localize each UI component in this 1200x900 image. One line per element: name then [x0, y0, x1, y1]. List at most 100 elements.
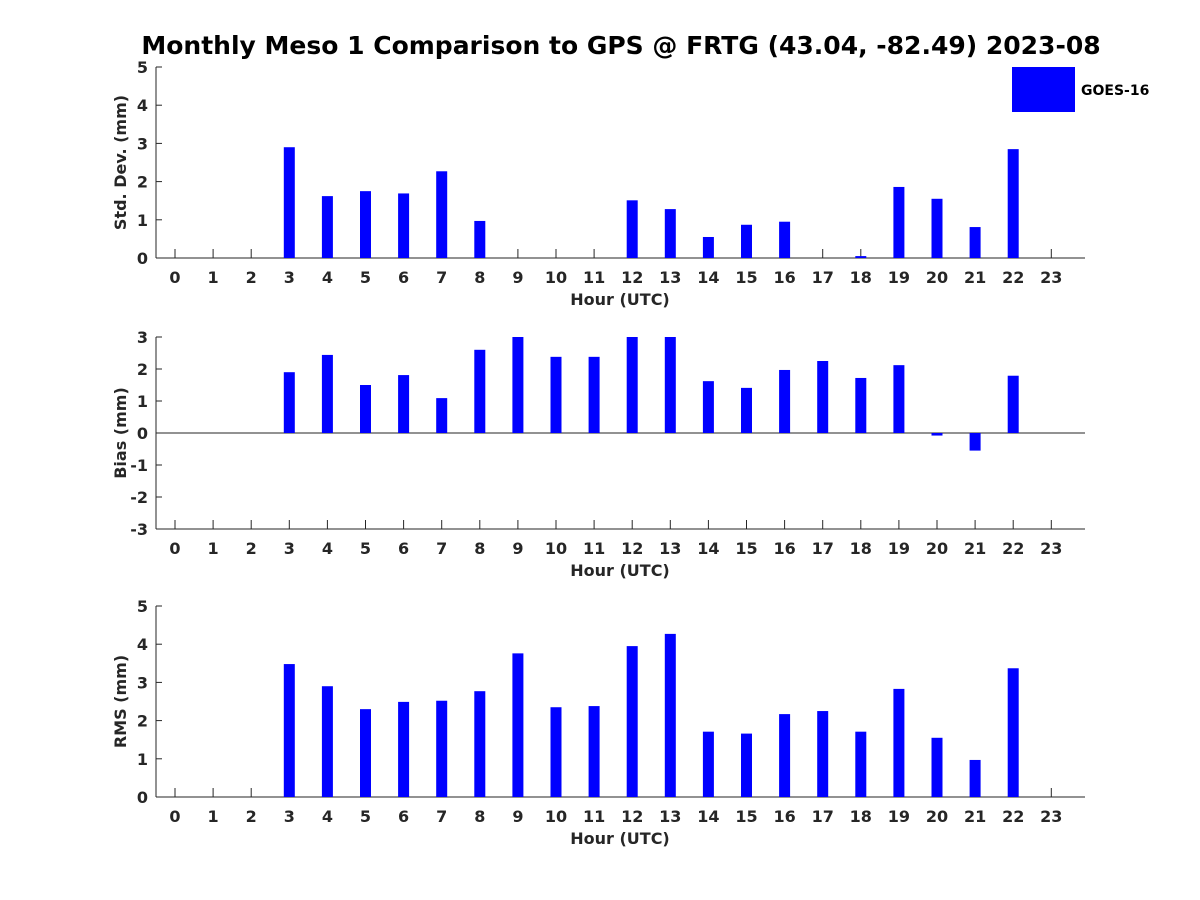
bar-std-5	[360, 191, 371, 258]
x-tick-label: 6	[398, 539, 409, 558]
bar-rms-18	[855, 731, 867, 797]
bar-bias-22	[1007, 375, 1019, 433]
y-tick-label: 2	[137, 712, 148, 731]
x-tick-label: 2	[246, 539, 257, 558]
x-tick-label: 0	[169, 807, 180, 826]
x-tick-label: 3	[284, 268, 295, 287]
x-tick-label: 3	[284, 807, 295, 826]
x-tick-label: 16	[773, 807, 795, 826]
chart-title: Monthly Meso 1 Comparison to GPS @ FRTG …	[141, 31, 1100, 60]
bar-bias-19	[893, 365, 905, 433]
y-tick-label: 1	[137, 211, 148, 230]
bar-std-18	[855, 256, 867, 258]
x-tick-label: 1	[208, 268, 219, 287]
bar-bias-15	[741, 387, 752, 433]
y-tick-label: 0	[137, 249, 148, 268]
x-tick-label: 16	[773, 539, 795, 558]
bar-bias-4	[321, 354, 333, 433]
bar-rms-11	[588, 706, 600, 797]
y-tick-label: -2	[130, 488, 148, 507]
y-tick-label: 4	[137, 96, 148, 115]
bar-bias-16	[779, 369, 791, 433]
bar-rms-3	[283, 664, 295, 797]
x-tick-label: 9	[512, 268, 523, 287]
bar-rms-20	[931, 737, 943, 797]
bar-rms-19	[893, 688, 905, 797]
x-tick-label: 23	[1040, 539, 1062, 558]
y-axis-label: RMS (mm)	[111, 655, 130, 748]
x-tick-label: 12	[621, 807, 643, 826]
x-tick-label: 19	[888, 539, 910, 558]
x-tick-label: 4	[322, 807, 333, 826]
x-tick-label: 15	[735, 807, 757, 826]
x-tick-label: 6	[398, 807, 409, 826]
y-tick-label: 2	[137, 173, 148, 192]
x-tick-label: 21	[964, 268, 986, 287]
bar-bias-14	[702, 381, 714, 433]
bar-std-21	[969, 227, 981, 258]
x-tick-label: 20	[926, 807, 948, 826]
bar-std-20	[931, 198, 943, 258]
y-axis-label: Std. Dev. (mm)	[111, 95, 130, 230]
y-tick-label: 4	[137, 635, 148, 654]
x-tick-label: 21	[964, 539, 986, 558]
x-tick-label: 7	[436, 807, 447, 826]
y-tick-label: 5	[137, 58, 148, 77]
y-tick-label: -3	[130, 520, 148, 539]
x-axis-label: Hour (UTC)	[570, 829, 670, 848]
x-tick-label: 22	[1002, 807, 1024, 826]
x-tick-label: 22	[1002, 539, 1024, 558]
y-tick-label: 5	[137, 597, 148, 616]
bar-bias-3	[283, 372, 295, 433]
x-tick-label: 11	[583, 539, 605, 558]
x-tick-label: 15	[735, 268, 757, 287]
y-tick-label: 3	[137, 328, 148, 347]
bar-bias-6	[398, 375, 410, 433]
y-axis-label: Bias (mm)	[111, 387, 130, 479]
x-tick-label: 7	[436, 539, 447, 558]
bar-std-3	[283, 147, 295, 258]
x-tick-label: 13	[659, 539, 681, 558]
x-tick-label: 2	[246, 268, 257, 287]
x-tick-label: 10	[545, 268, 567, 287]
x-tick-label: 5	[360, 807, 371, 826]
bar-bias-17	[817, 361, 829, 433]
x-tick-label: 17	[812, 268, 834, 287]
y-tick-label: 3	[137, 673, 148, 692]
bar-rms-17	[817, 711, 829, 797]
x-tick-label: 11	[583, 268, 605, 287]
x-tick-label: 10	[545, 807, 567, 826]
bar-bias-20	[931, 433, 943, 436]
bar-std-13	[664, 209, 676, 258]
x-tick-label: 8	[474, 539, 485, 558]
bar-rms-12	[626, 646, 638, 797]
bar-std-14	[702, 236, 714, 258]
bar-std-22	[1007, 149, 1019, 258]
x-tick-label: 2	[246, 807, 257, 826]
bar-rms-16	[779, 714, 791, 797]
bar-rms-14	[702, 731, 714, 797]
x-tick-label: 13	[659, 268, 681, 287]
bar-bias-21	[969, 433, 981, 451]
x-tick-label: 10	[545, 539, 567, 558]
bar-std-4	[321, 196, 333, 258]
bar-std-6	[398, 193, 410, 258]
bar-bias-18	[855, 377, 867, 433]
bar-rms-13	[664, 633, 676, 797]
bar-rms-8	[474, 691, 486, 797]
x-tick-label: 13	[659, 807, 681, 826]
y-tick-label: 3	[137, 134, 148, 153]
x-tick-label: 9	[512, 539, 523, 558]
x-tick-label: 17	[812, 539, 834, 558]
y-tick-label: 0	[137, 788, 148, 807]
x-tick-label: 5	[360, 539, 371, 558]
x-axis-label: Hour (UTC)	[570, 561, 670, 580]
x-tick-label: 17	[812, 807, 834, 826]
x-tick-label: 14	[697, 539, 719, 558]
y-tick-label: 1	[137, 750, 148, 769]
bar-std-16	[779, 221, 791, 258]
